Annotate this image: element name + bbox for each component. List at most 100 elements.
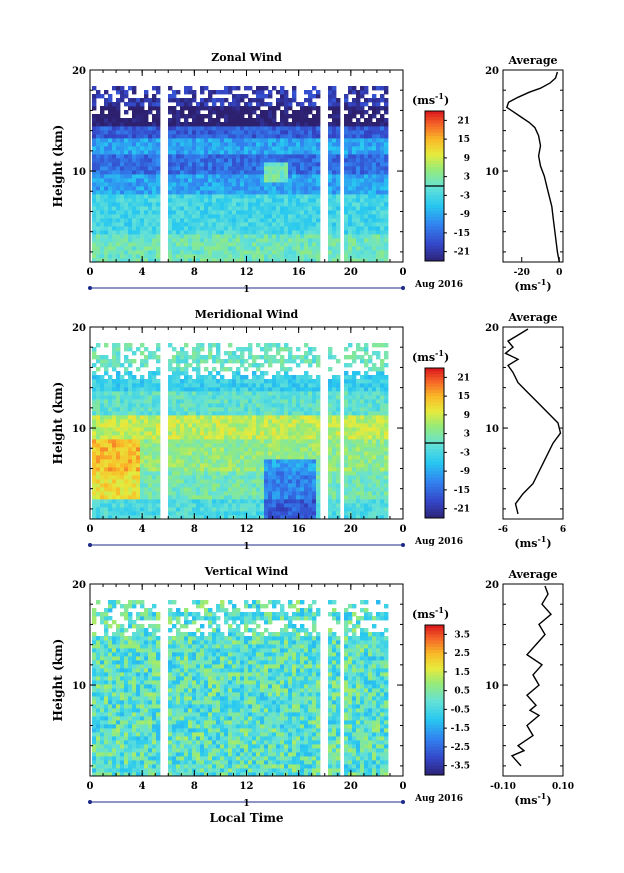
heatmap-cell bbox=[348, 106, 353, 111]
heatmap-cell bbox=[184, 439, 189, 444]
heatmap-cell bbox=[204, 138, 209, 143]
heatmap-cell bbox=[232, 166, 237, 171]
colorbar-swatch bbox=[425, 120, 444, 124]
heatmap-cell bbox=[124, 395, 129, 400]
heatmap-cell bbox=[156, 359, 161, 364]
heatmap-cell bbox=[240, 447, 245, 452]
heatmap-cell bbox=[176, 419, 181, 424]
heatmap-cell bbox=[152, 114, 157, 119]
heatmap-cell bbox=[120, 166, 125, 171]
heatmap-cell bbox=[200, 126, 205, 131]
heatmap-cell bbox=[240, 106, 245, 111]
heatmap-cell bbox=[344, 258, 349, 263]
heatmap-cell bbox=[300, 134, 305, 139]
heatmap-cell bbox=[116, 387, 121, 392]
heatmap-cell bbox=[284, 367, 289, 372]
heatmap-cell bbox=[256, 214, 261, 219]
heatmap-cell bbox=[348, 226, 353, 231]
heatmap-cell bbox=[280, 507, 285, 512]
heatmap-cell bbox=[156, 435, 161, 440]
heatmap-cell bbox=[384, 206, 389, 211]
heatmap-cell bbox=[228, 411, 233, 416]
heatmap-cell bbox=[104, 182, 109, 187]
heatmap-cell bbox=[364, 242, 369, 247]
heatmap-cell bbox=[112, 439, 117, 444]
heatmap-cell bbox=[92, 210, 97, 215]
heatmap-cell bbox=[284, 114, 289, 119]
heatmap-cell bbox=[188, 218, 193, 223]
heatmap-cell bbox=[236, 130, 241, 135]
heatmap-cell bbox=[252, 198, 257, 203]
heatmap-cell bbox=[120, 391, 125, 396]
heatmap-cell bbox=[376, 134, 381, 139]
heatmap-cell bbox=[228, 154, 233, 159]
heatmap-cell bbox=[112, 198, 117, 203]
heatmap-cell bbox=[192, 162, 197, 167]
heatmap-cell bbox=[312, 170, 317, 175]
heatmap-cell bbox=[156, 170, 161, 175]
heatmap-cell bbox=[240, 166, 245, 171]
heatmap-cell bbox=[108, 138, 113, 143]
heatmap-cell bbox=[244, 399, 249, 404]
heatmap-cell bbox=[236, 435, 241, 440]
heatmap-cell bbox=[284, 150, 289, 155]
heatmap-cell bbox=[200, 118, 205, 123]
heatmap-cell bbox=[224, 246, 229, 251]
heatmap-cell bbox=[184, 403, 189, 408]
heatmap-cell bbox=[156, 230, 161, 235]
heatmap-cell bbox=[196, 399, 201, 404]
heatmap-cell bbox=[92, 435, 97, 440]
heatmap-cell bbox=[220, 395, 225, 400]
heatmap-cell bbox=[292, 242, 297, 247]
heatmap-cell bbox=[196, 415, 201, 420]
heatmap-cell bbox=[100, 375, 105, 380]
heatmap-cell bbox=[268, 146, 273, 151]
heatmap-cell bbox=[284, 479, 289, 484]
heatmap-cell bbox=[208, 395, 213, 400]
heatmap-cell bbox=[304, 218, 309, 223]
heatmap-cell bbox=[296, 234, 301, 239]
heatmap-cell bbox=[200, 447, 205, 452]
profile-x-axis-label: (ms-1) bbox=[514, 277, 551, 293]
heatmap-cell bbox=[288, 395, 293, 400]
heatmap-cell bbox=[284, 234, 289, 239]
heatmap-cell bbox=[96, 379, 101, 384]
heatmap-cell bbox=[336, 194, 341, 199]
heatmap-cell bbox=[236, 407, 241, 412]
heatmap-cell bbox=[136, 503, 141, 508]
heatmap-cell bbox=[168, 503, 173, 508]
heatmap-cell bbox=[116, 198, 121, 203]
heatmap-cell bbox=[180, 138, 185, 143]
heatmap-cell bbox=[112, 451, 117, 456]
heatmap-cell bbox=[304, 118, 309, 123]
heatmap-cell bbox=[196, 230, 201, 235]
heatmap-cell bbox=[300, 106, 305, 111]
heatmap-cell bbox=[96, 435, 101, 440]
heatmap-cell bbox=[208, 479, 213, 484]
heatmap-cell bbox=[312, 138, 317, 143]
heatmap-cell bbox=[280, 150, 285, 155]
heatmap-cell bbox=[220, 186, 225, 191]
heatmap-cell bbox=[268, 515, 273, 520]
heatmap-cell bbox=[124, 343, 129, 348]
heatmap-cell bbox=[224, 395, 229, 400]
heatmap-cell bbox=[136, 451, 141, 456]
heatmap-cell bbox=[272, 190, 277, 195]
heatmap-cell bbox=[208, 218, 213, 223]
heatmap-cell bbox=[252, 511, 257, 516]
heatmap-cell bbox=[236, 499, 241, 504]
heatmap-cell bbox=[156, 475, 161, 480]
heatmap-cell bbox=[272, 503, 277, 508]
colorbar-swatch bbox=[425, 114, 444, 118]
heatmap-cell bbox=[252, 258, 257, 263]
heatmap-cell bbox=[96, 246, 101, 251]
heatmap-cell bbox=[152, 214, 157, 219]
heatmap-cell bbox=[188, 242, 193, 247]
heatmap-cell bbox=[236, 154, 241, 159]
heatmap-cell bbox=[200, 194, 205, 199]
heatmap-cell bbox=[196, 367, 201, 372]
heatmap-cell bbox=[148, 254, 153, 259]
heatmap-cell bbox=[180, 499, 185, 504]
heatmap-cell bbox=[240, 98, 245, 103]
heatmap-cell bbox=[268, 503, 273, 508]
